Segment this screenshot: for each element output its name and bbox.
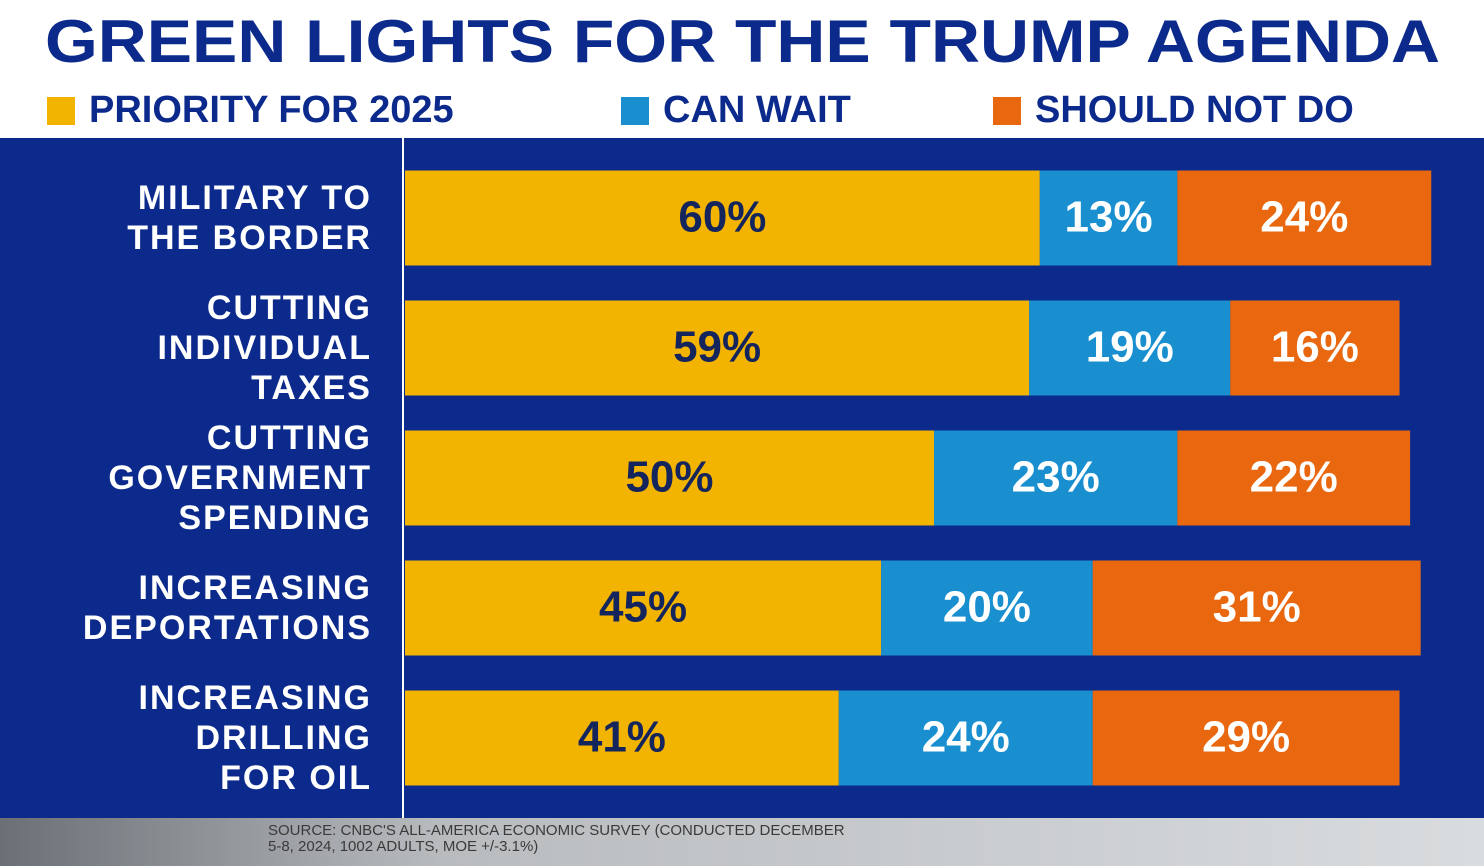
category-label: CUTTING INDIVIDUAL TAXES [157, 289, 372, 407]
value-label: 31% [1213, 583, 1301, 632]
bar-segment [405, 560, 882, 656]
source-note: SOURCE: CNBC'S ALL-AMERICA ECONOMIC SURV… [268, 822, 845, 855]
value-label: 20% [943, 583, 1031, 632]
category-label: CUTTING GOVERNMENT SPENDING [108, 419, 372, 537]
bar-segment [1092, 560, 1421, 656]
value-label: 24% [922, 713, 1010, 762]
category-label: MILITARY TO THE BORDER [127, 179, 372, 257]
legend-swatch [621, 97, 649, 125]
legend-swatch [993, 97, 1021, 125]
bar-segment [405, 170, 1040, 266]
bar-segment [934, 430, 1178, 526]
value-label: 60% [678, 193, 766, 242]
bar-segment [1230, 300, 1400, 396]
legend-label: CAN WAIT [663, 89, 851, 131]
category-label: INCREASING DRILLING FOR OIL [138, 679, 372, 797]
chart-title: GREEN LIGHTS FOR THE TRUMP AGENDA [45, 8, 1440, 75]
value-label: 16% [1271, 323, 1359, 372]
category-label: INCREASING DEPORTATIONS [82, 569, 372, 647]
value-label: 23% [1012, 453, 1100, 502]
bar-segment [1092, 690, 1400, 786]
footer-band [0, 818, 1484, 866]
bar-segment [405, 690, 839, 786]
bar-segment [1039, 170, 1178, 266]
bar-segment [405, 430, 934, 526]
value-label: 13% [1065, 193, 1153, 242]
value-label: 24% [1260, 193, 1348, 242]
value-label: 41% [578, 713, 666, 762]
value-label: 19% [1086, 323, 1174, 372]
header-band [0, 0, 1484, 140]
value-label: 29% [1202, 713, 1290, 762]
value-label: 45% [599, 583, 687, 632]
bar-segment [1029, 300, 1231, 396]
bar-segment [881, 560, 1093, 656]
value-label: 22% [1250, 453, 1338, 502]
bar-segment [405, 300, 1030, 396]
bar-segment [1177, 430, 1411, 526]
legend-label: PRIORITY FOR 2025 [89, 89, 454, 131]
bar-segment [1177, 170, 1432, 266]
bar-segment [838, 690, 1093, 786]
legend-swatch [47, 97, 75, 125]
legend-label: SHOULD NOT DO [1035, 89, 1354, 131]
value-label: 50% [625, 453, 713, 502]
value-label: 59% [673, 323, 761, 372]
